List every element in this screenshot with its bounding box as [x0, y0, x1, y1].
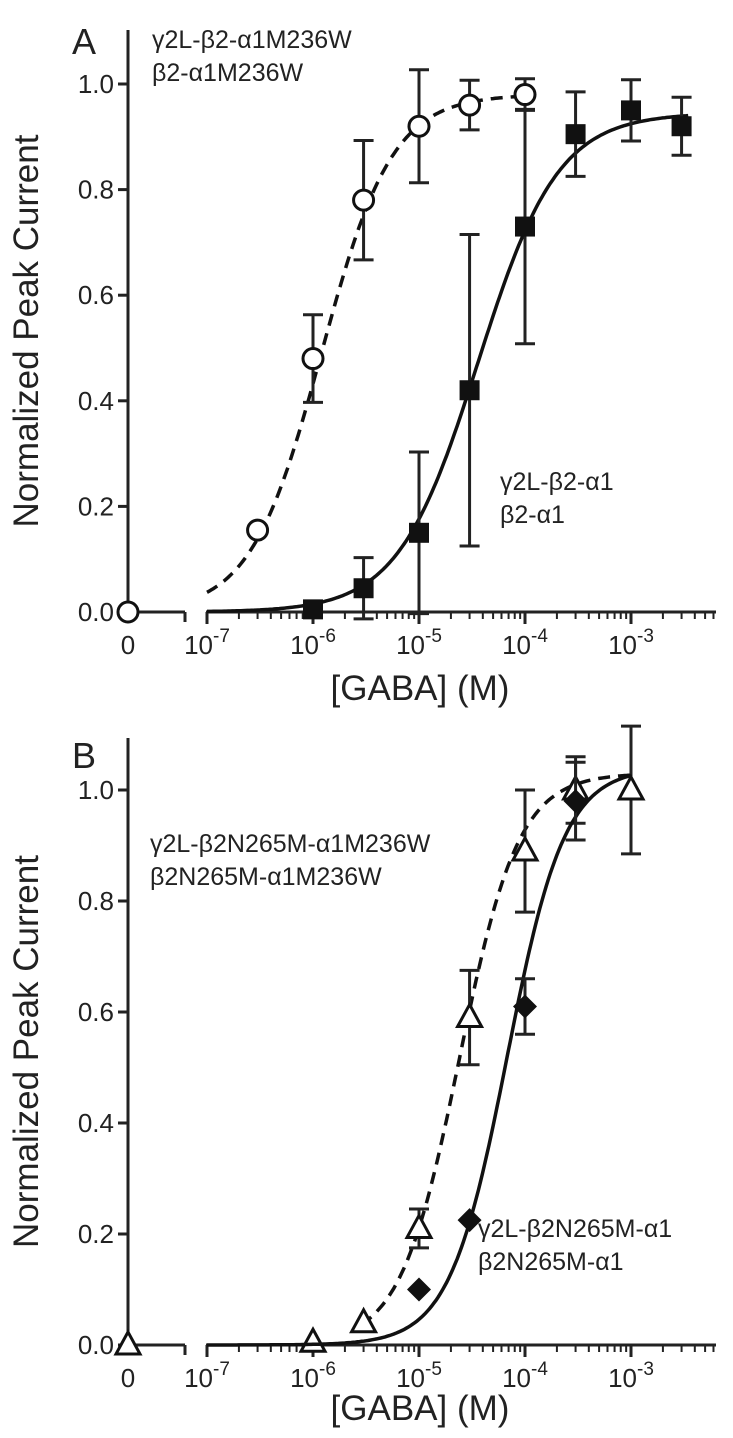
series-label: γ2L-β2-α1: [500, 468, 614, 496]
y-tick-label: 0.2: [78, 491, 114, 521]
x-axis-label: [GABA] (M): [331, 669, 510, 708]
series-label: β2-α1: [500, 501, 565, 529]
series-label: γ2L-β2N265M-α1M236W: [150, 830, 431, 858]
data-point: [404, 1212, 434, 1239]
data-point: [565, 124, 586, 145]
y-tick-label: 0.2: [78, 1219, 114, 1249]
x-tick-label: 10-7: [184, 1359, 230, 1393]
y-tick-label: 0.6: [78, 280, 114, 310]
x-tick-label: 10-7: [184, 626, 230, 660]
data-point: [352, 188, 376, 212]
panel-label: A: [72, 21, 96, 62]
panel-B: B 0.0 0.2 0.4 0.6 0.8 1.0 0 10-7 10-6 10-5 10-4 10-3…: [7, 724, 716, 1428]
data-point: [459, 380, 480, 401]
x-tick-label: 0: [121, 630, 135, 660]
x-tick-label: 10-6: [290, 626, 336, 660]
data-point: [353, 578, 374, 599]
y-tick-label: 0.4: [78, 386, 114, 416]
data-point: [409, 522, 429, 543]
data-point: [457, 1208, 482, 1233]
data-point: [303, 599, 323, 620]
x-tick-label: 10-3: [608, 626, 654, 660]
x-axis-label: [GABA] (M): [331, 1389, 510, 1428]
series-label: β2-α1M236W: [152, 59, 304, 87]
data-point: [407, 1277, 431, 1302]
data-point: [349, 1306, 379, 1334]
data-point: [671, 116, 692, 137]
y-tick-label: 1.0: [78, 69, 114, 99]
y-tick-label: 0.8: [78, 175, 114, 205]
data-point: [113, 1328, 143, 1356]
data-point: [116, 600, 140, 624]
y-tick-label: 0.6: [78, 997, 114, 1027]
panel-label: B: [72, 735, 96, 776]
x-tick-label: 10-4: [502, 626, 548, 660]
series-label: γ2L-β2-α1M236W: [152, 26, 352, 54]
y-axis-label: Normalized Peak Current: [7, 134, 46, 527]
x-tick-label: 10-5: [396, 626, 442, 660]
series-filled-diamond: γ2L-β2N265M-α1 β2N265M-α1: [207, 760, 672, 1347]
data-point: [246, 518, 270, 542]
series-open-circle: γ2L-β2-α1M236W β2-α1M236W: [116, 26, 537, 624]
data-point: [298, 1326, 328, 1353]
y-axis-label: Normalized Peak Current: [7, 855, 46, 1248]
data-point: [407, 114, 431, 138]
fit-curve: [206, 94, 526, 594]
y-tick-label: 0.0: [78, 1330, 114, 1360]
series-label: γ2L-β2N265M-α1: [478, 1215, 672, 1243]
series-label: β2N265M-α1: [478, 1248, 624, 1276]
fit-curve: [360, 773, 632, 1326]
x-tick-label: 0: [121, 1363, 135, 1393]
data-point: [616, 773, 646, 801]
data-point: [515, 216, 535, 237]
fit-curve: [207, 773, 632, 1347]
series-filled-square: γ2L-β2-α1 β2-α1: [207, 78, 692, 621]
x-tick-label: 10-5: [396, 1359, 442, 1393]
data-point: [510, 834, 540, 862]
panel-A: A 0.0 0.2 0.4 0.6 0.8 1.0 0 10-7 10-6 10-5 10-4 10-3…: [7, 21, 716, 708]
series-label: β2N265M-α1M236W: [150, 863, 382, 891]
x-tick-label: 10-4: [502, 1359, 548, 1393]
data-point: [301, 347, 325, 371]
y-tick-label: 0.4: [78, 1108, 114, 1138]
x-tick-label: 10-3: [608, 1359, 654, 1393]
y-tick-label: 1.0: [78, 775, 114, 805]
y-tick-label: 0.8: [78, 886, 114, 916]
data-point: [455, 1001, 485, 1029]
x-tick-label: 10-6: [290, 1359, 336, 1393]
y-tick-label: 0.0: [78, 597, 114, 627]
data-point: [513, 83, 537, 107]
data-point: [563, 789, 588, 814]
data-point: [513, 994, 537, 1019]
fit-curve: [207, 113, 689, 614]
data-point: [621, 100, 641, 121]
data-point: [458, 93, 482, 117]
